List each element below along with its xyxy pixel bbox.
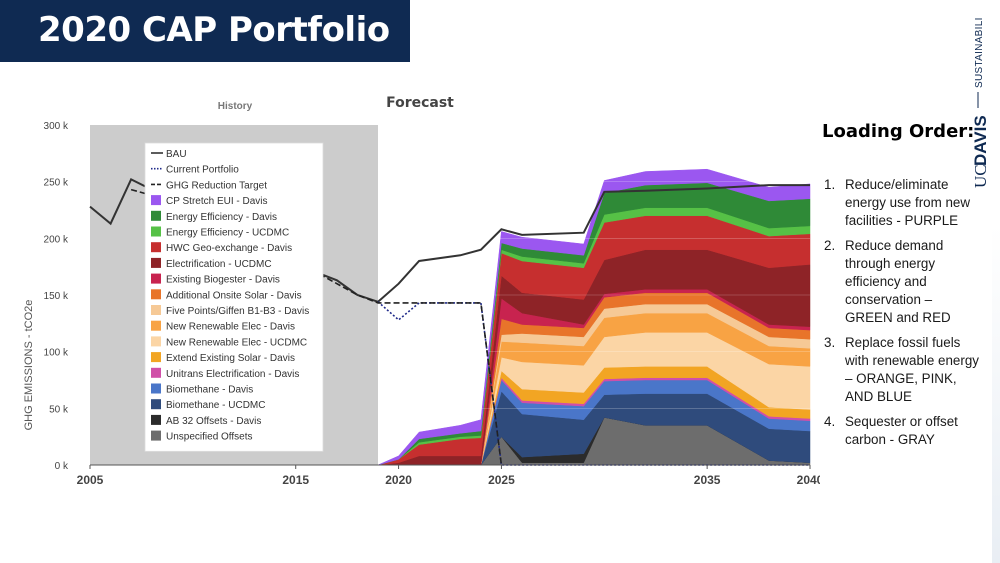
legend-color-swatch (151, 226, 161, 237)
legend-entry-label: BAU (166, 149, 187, 160)
legend-color-swatch (151, 367, 161, 378)
loading-order-item: 3. Replace fossil fuels with renewable en… (822, 334, 982, 406)
legend-color-swatch (151, 289, 161, 300)
x-tick-label: 2025 (488, 473, 515, 487)
title-bar: 2020 CAP Portfolio (0, 0, 410, 62)
legend-color-swatch (151, 305, 161, 315)
legend-color-swatch (151, 242, 161, 253)
ucdavis-sustainability-logo: UC DAVIS SUSTAINABILITY (971, 18, 990, 188)
x-tick-label: 2015 (282, 473, 309, 487)
legend-color-swatch (151, 336, 161, 347)
loading-order-list: 1. Reduce/eliminate energy use from new f… (822, 176, 982, 456)
legend-color-swatch (151, 195, 161, 206)
legend-entry-label: Energy Efficiency - Davis (166, 212, 277, 223)
emissions-chart: 0 k 50 k 100 k 150 k 200 k 250 k 300 k 2005 2015… (23, 95, 820, 487)
brand-sustainability: SUSTAINABILITY (974, 18, 985, 88)
y-tick-label: 100 k (44, 348, 69, 359)
y-tick-label: 200 k (44, 234, 69, 245)
legend-color-swatch (151, 414, 161, 425)
item-text: Reduce demand through energy efficiency … (845, 238, 951, 325)
legend-entry-label: Unitrans Electrification - Davis (166, 369, 299, 380)
legend-box (144, 142, 324, 452)
legend-entry-label: AB 32 Offsets - Davis (166, 416, 261, 427)
legend-entry-label: Biomethane - UCDMC (166, 400, 265, 411)
item-number: 4. (824, 414, 836, 429)
legend-color-swatch (151, 273, 161, 284)
legend-entry-label: Additional Onsite Solar - Davis (166, 290, 302, 301)
area-cp-stretch-eui-davis (377, 168, 811, 466)
y-tick-label: 150 k (44, 291, 69, 302)
loading-order-title: Loading Order: (822, 121, 975, 142)
legend-entry-label: Unspecified Offsets (166, 432, 253, 443)
legend-color-swatch (151, 352, 161, 363)
history-label: History (218, 101, 253, 112)
legend-entry-label: Extend Existing Solar - Davis (166, 353, 295, 364)
legend-color-swatch (151, 210, 161, 221)
x-tick-label: 2005 (77, 473, 104, 487)
loading-order-item: 1. Reduce/eliminate energy use from new f… (822, 176, 982, 230)
legend-entry-label: Biomethane - Davis (166, 385, 253, 396)
legend-entry-label: CP Stretch EUI - Davis (166, 196, 268, 207)
y-tick-label: 50 k (49, 404, 69, 415)
item-text: Reduce/eliminate energy use from new fac… (845, 177, 971, 228)
x-tick-label: 2035 (694, 473, 721, 487)
right-edge-stripe (992, 0, 1000, 563)
legend-color-swatch (151, 383, 161, 394)
y-tick-label: 0 k (55, 461, 69, 472)
legend-color-swatch (151, 430, 161, 441)
legend-entry-label: Existing Biogester - Davis (166, 275, 280, 286)
x-tick-label: 2040 (797, 473, 820, 487)
legend-entry-label: Energy Efficiency - UCDMC (166, 228, 289, 239)
loading-order-item: 4. Sequester or offset carbon - GRAY (822, 413, 982, 449)
legend-entry-label: Five Points/Giffen B1-B3 - Davis (166, 306, 309, 317)
y-tick-label: 250 k (44, 178, 69, 189)
slide-title: 2020 CAP Portfolio (38, 10, 390, 50)
legend-entry-label: New Renewable Elec - UCDMC (166, 337, 307, 348)
legend-entry-label: HWC Geo-exchange - Davis (166, 243, 292, 254)
legend-entry-label: GHG Reduction Target (166, 180, 267, 191)
loading-order-item: 2. Reduce demand through energy efficienc… (822, 237, 982, 327)
legend-entry-label: Current Portfolio (166, 165, 239, 176)
item-number: 3. (824, 335, 836, 350)
y-axis-label: GHG EMISSIONS - tCO2e (23, 300, 35, 431)
item-number: 2. (824, 238, 836, 253)
y-tick-label: 300 k (44, 121, 69, 132)
x-tick-label: 2020 (385, 473, 412, 487)
chart-title: Forecast (386, 95, 454, 111)
legend-color-swatch (151, 399, 161, 410)
legend-entry-label: New Renewable Elec - Davis (166, 322, 295, 333)
legend-color-swatch (151, 320, 161, 331)
item-text: Sequester or offset carbon - GRAY (845, 414, 958, 447)
legend-color-swatch (151, 257, 161, 268)
item-text: Replace fossil fuels with renewable ener… (845, 335, 979, 404)
brand-davis: DAVIS (971, 115, 990, 166)
item-number: 1. (824, 177, 836, 192)
legend-entry-label: Electrification - UCDMC (166, 259, 272, 270)
brand-uc: UC (971, 164, 990, 188)
